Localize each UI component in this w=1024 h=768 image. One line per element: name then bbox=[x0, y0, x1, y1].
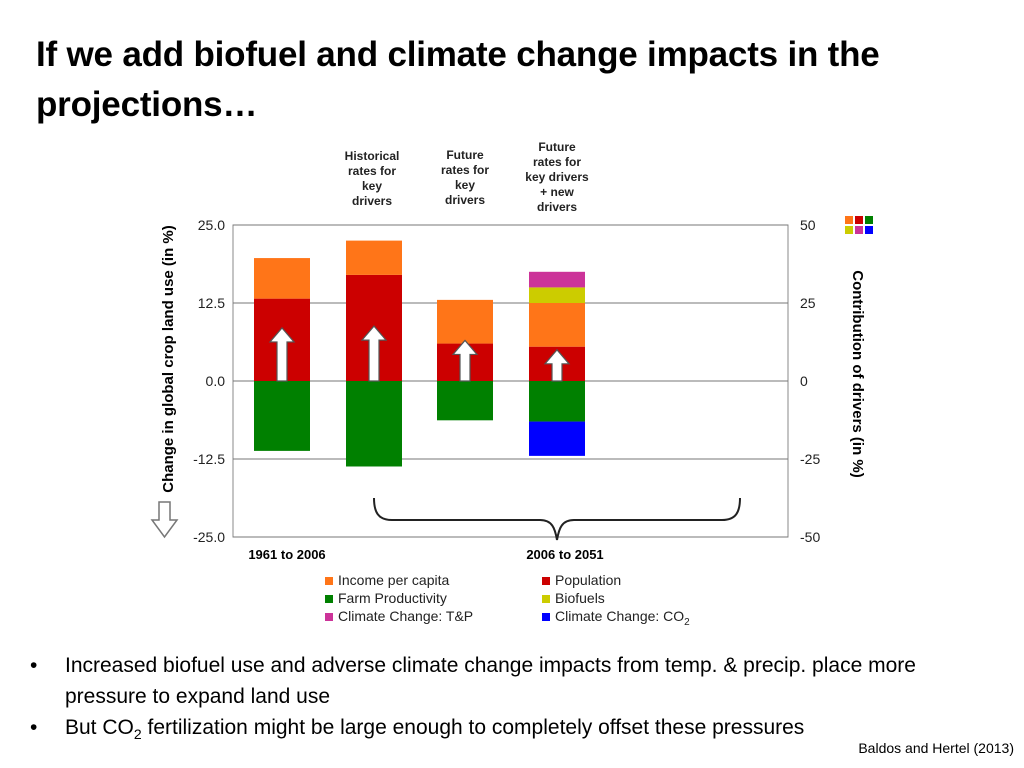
bullet-text: Increased biofuel use and adverse climat… bbox=[65, 654, 916, 708]
net-change-arrow bbox=[451, 339, 479, 382]
bullet-subscript: 2 bbox=[133, 726, 142, 743]
y2-tick-label: 50 bbox=[800, 217, 816, 233]
column-header: Future rates for key drivers bbox=[441, 148, 489, 207]
legend-swatch bbox=[325, 577, 333, 585]
legend-label: Climate Change: T&P bbox=[338, 608, 473, 624]
y-tick-label: 0.0 bbox=[206, 373, 226, 389]
legend-label: Biofuels bbox=[555, 590, 605, 606]
bullet-item: • But CO2 fertilization might be large e… bbox=[30, 712, 990, 750]
corner-swatch bbox=[845, 226, 853, 234]
bar-segment bbox=[437, 299, 493, 344]
legend-swatch bbox=[542, 613, 550, 621]
column-header: Future rates for key drivers + new drivers bbox=[525, 140, 589, 214]
corner-swatch bbox=[845, 216, 853, 224]
bar-segment bbox=[529, 271, 585, 288]
legend-label: Climate Change: CO2 bbox=[555, 608, 690, 628]
y2-tick-label: -25 bbox=[800, 451, 820, 467]
column-header: Historical rates for key drivers bbox=[345, 149, 400, 208]
period-label: 1961 to 2006 bbox=[248, 547, 325, 562]
y-axis-label: Change in global crop land use (in %) bbox=[160, 225, 177, 493]
bar-segment bbox=[254, 381, 310, 451]
down-arrow-icon bbox=[150, 501, 179, 539]
corner-swatch bbox=[855, 226, 863, 234]
legend-swatch bbox=[325, 613, 333, 621]
citation: Baldos and Hertel (2013) bbox=[858, 740, 1014, 756]
bar-segment bbox=[437, 381, 493, 421]
bullet-text: But CO bbox=[65, 716, 134, 739]
corner-swatch bbox=[865, 216, 873, 224]
net-change-arrow bbox=[543, 348, 571, 382]
legend-label: Population bbox=[555, 572, 621, 588]
y2-tick-label: -50 bbox=[800, 529, 820, 545]
bar-segment bbox=[529, 421, 585, 456]
y-tick-label: -12.5 bbox=[193, 451, 225, 467]
legend-label: Income per capita bbox=[338, 572, 449, 588]
net-change-arrow bbox=[268, 327, 296, 382]
corner-swatch bbox=[865, 226, 873, 234]
slide-title: If we add biofuel and climate change imp… bbox=[36, 35, 880, 124]
bullet-marker: • bbox=[30, 654, 38, 677]
bullet-marker: • bbox=[30, 716, 38, 739]
bar-segment bbox=[529, 287, 585, 303]
bar-segment bbox=[346, 381, 402, 467]
y2-axis-label: Contribution of drivers (in %) bbox=[849, 270, 866, 478]
period-brace bbox=[373, 497, 741, 541]
y-tick-label: 25.0 bbox=[198, 217, 225, 233]
bullet-list: • Increased biofuel use and adverse clim… bbox=[30, 650, 990, 750]
y2-tick-label: 25 bbox=[800, 295, 816, 311]
bar-segment bbox=[254, 258, 310, 299]
bar-segment bbox=[346, 240, 402, 275]
bar-segment bbox=[529, 303, 585, 347]
legend-swatch bbox=[542, 577, 550, 585]
legend-swatch bbox=[542, 595, 550, 603]
legend-swatch bbox=[325, 595, 333, 603]
bullet-text-continued: fertilization might be large enough to c… bbox=[141, 716, 805, 739]
period-label: 2006 to 2051 bbox=[526, 547, 603, 562]
net-change-arrow bbox=[360, 325, 388, 382]
corner-swatch bbox=[855, 216, 863, 224]
y2-tick-label: 0 bbox=[800, 373, 808, 389]
bullet-item: • Increased biofuel use and adverse clim… bbox=[30, 650, 990, 712]
legend-label: Farm Productivity bbox=[338, 590, 447, 606]
bar-segment bbox=[529, 381, 585, 422]
y-tick-label: -25.0 bbox=[193, 529, 225, 545]
y-tick-label: 12.5 bbox=[198, 295, 225, 311]
